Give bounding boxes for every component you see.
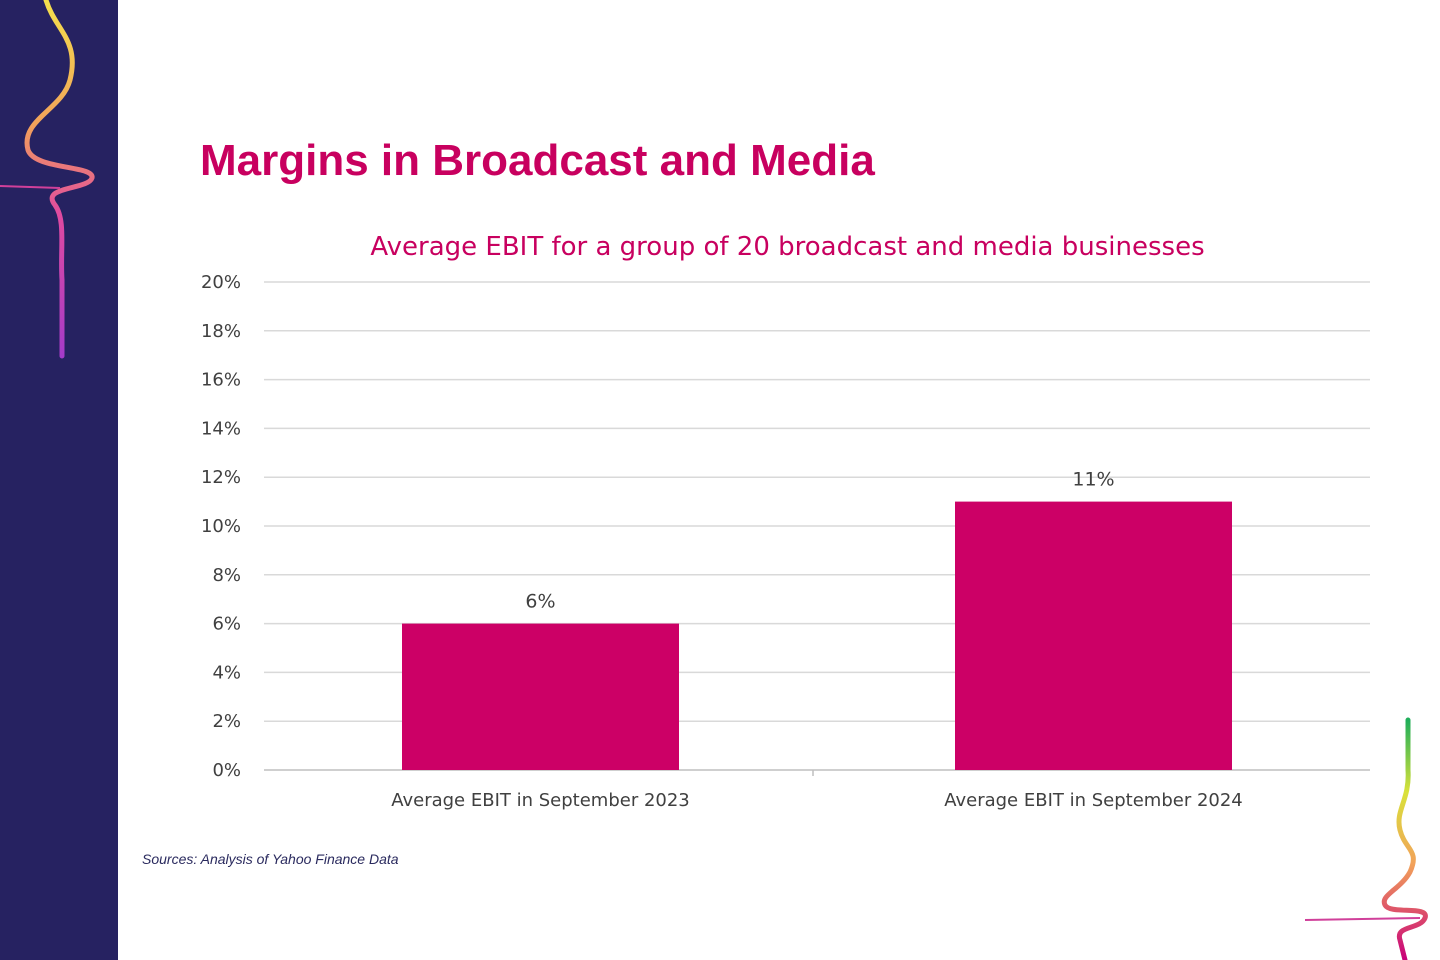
- bar: [955, 501, 1232, 770]
- waveform-bottom-right: [1381, 717, 1428, 960]
- y-tick-label: 18%: [201, 321, 241, 342]
- data-label: 11%: [1072, 469, 1114, 491]
- bar: [402, 623, 679, 770]
- waveform-top-left-baseline: [0, 185, 61, 189]
- chart-title: Average EBIT for a group of 20 broadcast…: [370, 232, 1205, 262]
- waveform-bottom-right-baseline: [1304, 917, 1421, 921]
- waveform-top-left: [24, 0, 95, 359]
- y-tick-label: 20%: [201, 272, 241, 293]
- y-tick-label: 6%: [212, 614, 241, 635]
- y-tick-label: 10%: [201, 516, 241, 537]
- sidebar-band: [0, 0, 118, 960]
- slide-title: Margins in Broadcast and Media: [200, 136, 875, 185]
- y-tick-label: 0%: [212, 760, 241, 781]
- y-tick-label: 12%: [201, 467, 241, 488]
- source-note: Sources: Analysis of Yahoo Finance Data: [142, 851, 399, 867]
- y-tick-label: 14%: [201, 418, 241, 439]
- x-tick-label: Average EBIT in September 2023: [391, 790, 690, 811]
- y-tick-label: 8%: [212, 565, 241, 586]
- y-tick-label: 4%: [212, 662, 241, 683]
- x-tick-label: Average EBIT in September 2024: [944, 790, 1243, 811]
- y-tick-label: 2%: [212, 711, 241, 732]
- y-tick-label: 16%: [201, 370, 241, 391]
- data-label: 6%: [525, 591, 555, 613]
